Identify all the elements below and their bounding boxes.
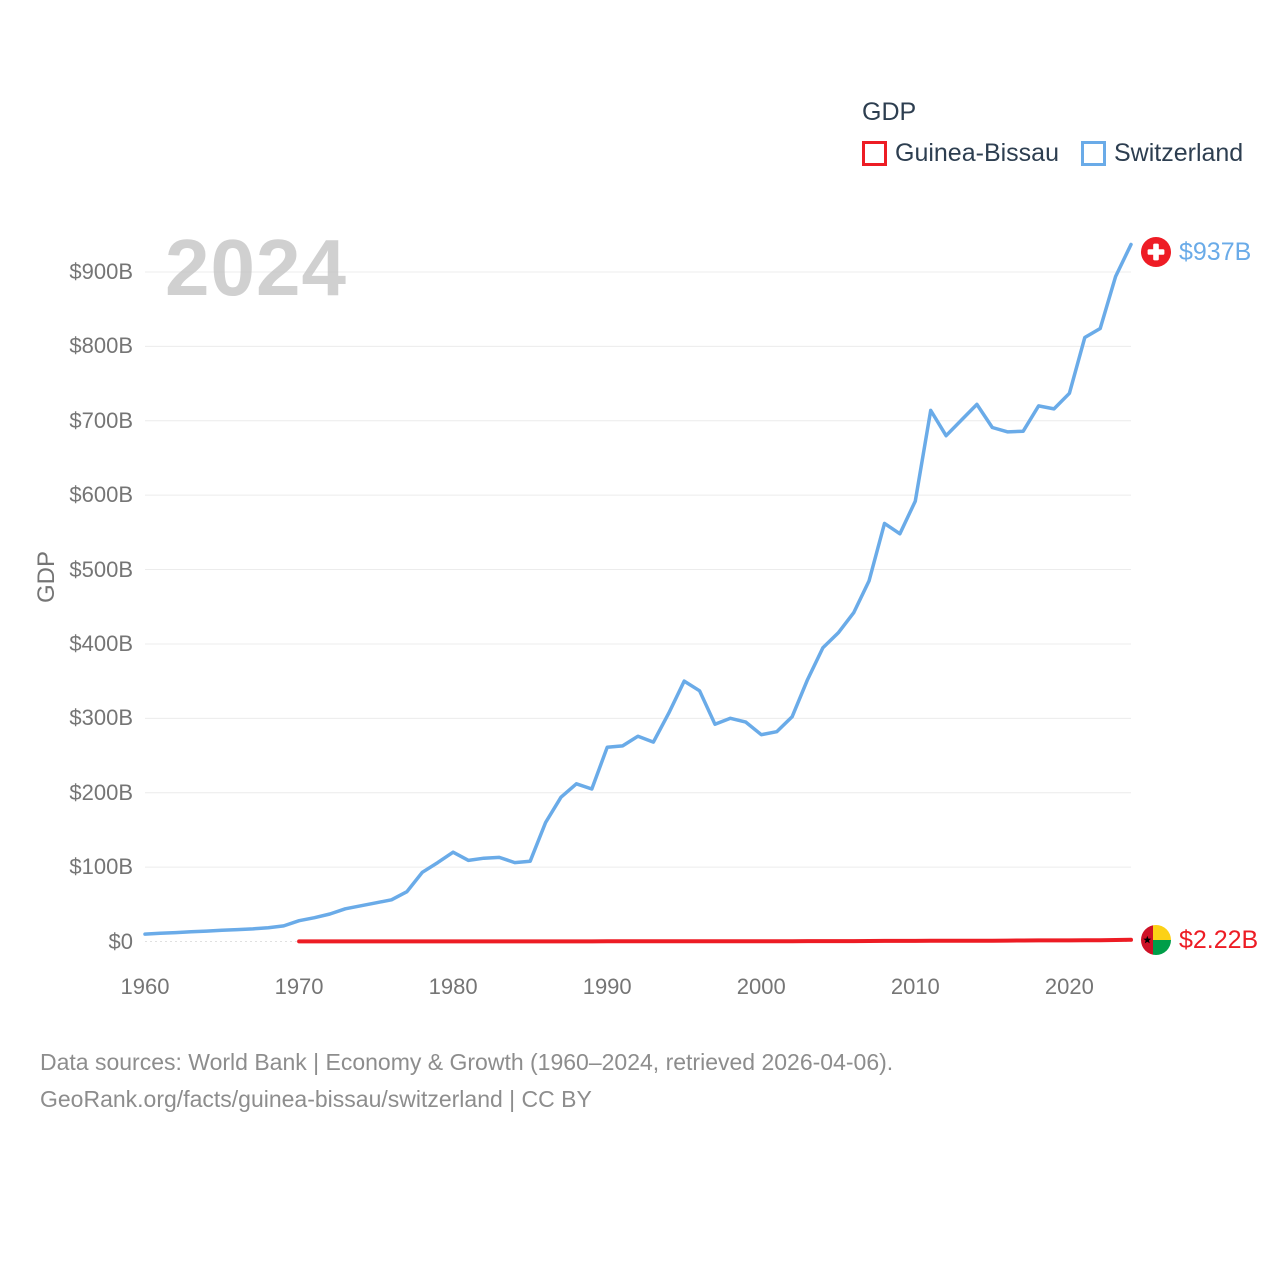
x-tick-label: 1960	[120, 974, 170, 999]
y-tick-label: $600B	[69, 482, 133, 508]
y-tick-label: $200B	[69, 779, 133, 805]
guinea-bissau-end-value: $2.22B	[1179, 925, 1259, 954]
legend: GDP Guinea-Bissau Switzerland	[862, 98, 1243, 168]
guinea-bissau-flag-icon	[1141, 925, 1171, 955]
x-tick-label: 1980	[428, 974, 478, 999]
series-line-guinea-bissau[interactable]	[297, 937, 1133, 944]
y-tick-label: $900B	[69, 259, 133, 284]
footer-sources-line: Data sources: World Bank | Economy & Gro…	[40, 1049, 894, 1075]
y-tick-label: $300B	[69, 705, 133, 731]
y-tick-label: $800B	[69, 333, 133, 359]
y-tick-label: $500B	[69, 556, 133, 582]
guinea-bissau-end-label: $2.22B	[1141, 925, 1258, 955]
switzerland-end-label: $937B	[1141, 237, 1251, 267]
y-tick-label: $700B	[69, 407, 133, 433]
x-tick-label: 2000	[736, 974, 786, 999]
switzerland-flag-icon	[1141, 237, 1171, 267]
x-tick-label: 1990	[582, 974, 632, 999]
y-tick-label: $0	[108, 928, 133, 954]
series-line-switzerland[interactable]	[143, 242, 1133, 936]
legend-title: GDP	[862, 98, 917, 126]
legend-swatch-switzerland	[1080, 141, 1106, 166]
x-tick-label: 2010	[890, 974, 940, 999]
series-lines	[143, 242, 1133, 944]
switzerland-end-value: $937B	[1179, 237, 1252, 266]
x-tick-label: 2020	[1044, 974, 1094, 999]
gridlines	[145, 271, 1131, 942]
legend-item-guinea-bissau[interactable]: Guinea-Bissau	[862, 139, 1059, 168]
legend-swatch-guinea-bissau	[862, 141, 887, 166]
legend-label: Switzerland	[1113, 139, 1244, 167]
year-watermark: 2024	[165, 223, 347, 312]
footer-attribution-line: GeoRank.org/facts/guinea-bissau/switzerl…	[40, 1086, 592, 1112]
footer: Data sources: World Bank | Economy & Gro…	[40, 1044, 893, 1118]
legend-label: Guinea-Bissau	[895, 139, 1059, 167]
legend-item-switzerland[interactable]: Switzerland	[1080, 139, 1244, 168]
y-tick-label: $100B	[69, 854, 133, 880]
y-tick-label: $400B	[69, 630, 133, 656]
x-tick-label: 1970	[274, 974, 324, 999]
